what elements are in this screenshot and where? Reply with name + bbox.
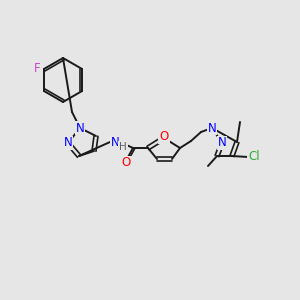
Text: O: O [122,157,130,169]
Text: N: N [218,136,226,149]
Text: F: F [34,61,40,74]
Text: N: N [76,122,84,134]
Text: N: N [208,122,216,134]
Text: Cl: Cl [248,151,260,164]
Text: N: N [111,136,119,148]
Text: N: N [64,136,72,149]
Text: O: O [159,130,169,143]
Text: H: H [119,142,127,152]
